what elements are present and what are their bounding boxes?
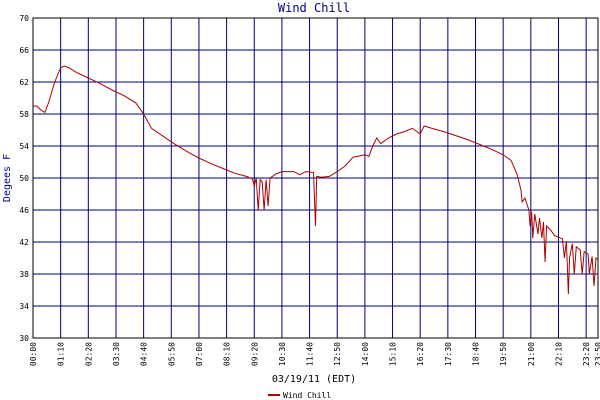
x-tick-label: 17:30 [444, 342, 453, 366]
y-tick-label: 62 [19, 78, 29, 87]
x-tick-label: 16:20 [416, 342, 425, 366]
x-tick-label: 18:40 [472, 342, 481, 366]
y-tick-label: 46 [19, 206, 29, 215]
y-tick-label: 34 [19, 302, 29, 311]
x-tick-label: 01:10 [57, 342, 66, 366]
plot-border [32, 17, 599, 339]
x-tick-label: 04:40 [140, 342, 149, 366]
x-axis-label: 03/19/11 (EDT) [272, 374, 356, 385]
x-tick-label: 05:50 [167, 342, 176, 366]
y-tick-label: 54 [19, 142, 29, 151]
y-tick-label: 66 [19, 46, 29, 55]
x-tick-label: 14:00 [361, 342, 370, 366]
x-tick-label: 23:20 [582, 342, 591, 366]
x-tick-label: 12:50 [333, 342, 342, 366]
x-tick-label: 23:50 [594, 342, 600, 366]
x-tick-label: 11:40 [306, 342, 315, 366]
y-tick-label: 70 [19, 14, 29, 23]
x-tick-label: 19:50 [499, 342, 508, 366]
x-tick-label: 00:00 [29, 342, 38, 366]
x-tick-label: 08:10 [223, 342, 232, 366]
y-tick-label: 42 [19, 238, 29, 247]
y-tick-label: 30 [19, 334, 29, 343]
data-line [33, 65, 599, 295]
y-axis-label: Degees F [2, 154, 13, 202]
x-tick-label: 22:10 [554, 342, 563, 366]
y-tick-label: 38 [19, 270, 29, 279]
x-tick-label: 07:00 [195, 342, 204, 366]
x-tick-label: 02:20 [84, 342, 93, 366]
x-tick-label: 21:00 [527, 342, 536, 366]
x-tick-label: 15:10 [389, 342, 398, 366]
y-tick-label: 58 [19, 110, 29, 119]
x-tick-label: 03:30 [112, 342, 121, 366]
y-tick-label: 50 [19, 174, 29, 183]
chart-title: Wind Chill [278, 1, 350, 15]
x-tick-label: 10:30 [278, 342, 287, 366]
x-tick-label: 09:20 [250, 342, 259, 366]
legend-label: Wind Chill [283, 391, 331, 400]
